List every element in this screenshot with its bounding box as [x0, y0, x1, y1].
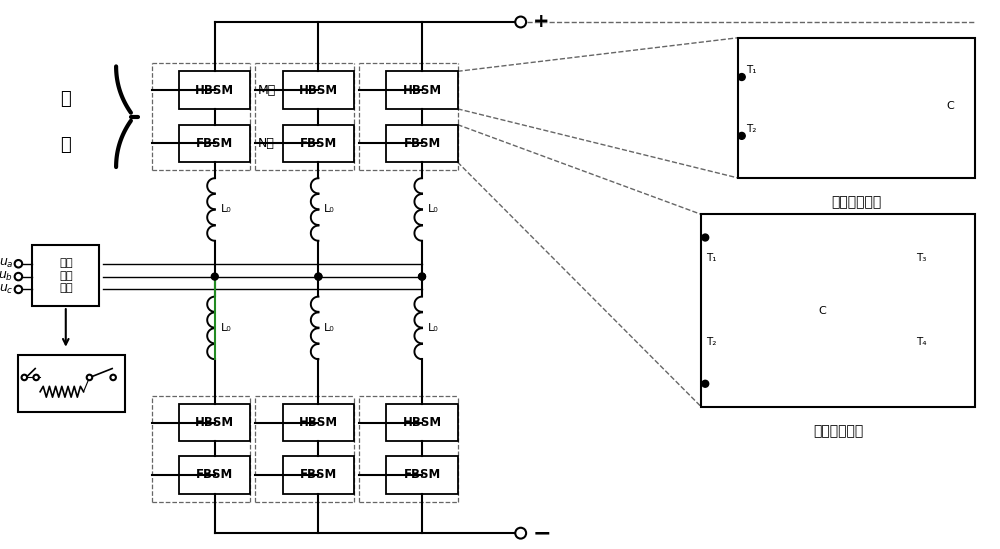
Polygon shape — [769, 346, 775, 352]
Bar — [386, 125, 458, 162]
Circle shape — [702, 380, 709, 387]
Circle shape — [419, 273, 425, 280]
Circle shape — [15, 273, 22, 281]
Circle shape — [33, 374, 39, 380]
Text: HBSM: HBSM — [195, 416, 234, 429]
Circle shape — [738, 74, 745, 81]
Polygon shape — [899, 263, 904, 266]
Text: M个: M个 — [258, 83, 276, 97]
Bar — [179, 71, 250, 109]
Text: HBSM: HBSM — [299, 83, 338, 97]
Text: $u_c$: $u_c$ — [0, 283, 13, 296]
Text: FBSM: FBSM — [196, 468, 233, 481]
Bar — [738, 38, 975, 178]
Text: 全桥式子模块: 全桥式子模块 — [813, 424, 863, 439]
Text: $u_b$: $u_b$ — [0, 270, 13, 283]
Polygon shape — [833, 134, 837, 138]
Circle shape — [15, 260, 22, 267]
Bar — [283, 404, 354, 441]
Text: T₄: T₄ — [916, 337, 927, 347]
Text: FBSM: FBSM — [300, 137, 337, 150]
Text: 半桥式子模块: 半桥式子模块 — [831, 195, 881, 210]
Polygon shape — [769, 262, 775, 267]
Circle shape — [702, 234, 709, 241]
Text: +: + — [533, 13, 549, 31]
Polygon shape — [840, 74, 846, 80]
Polygon shape — [762, 263, 767, 266]
Text: C: C — [947, 101, 955, 111]
Text: L₀: L₀ — [324, 204, 335, 215]
Circle shape — [515, 16, 526, 27]
Polygon shape — [840, 133, 846, 139]
Text: 桥: 桥 — [60, 90, 71, 108]
Circle shape — [315, 273, 322, 280]
Polygon shape — [762, 348, 767, 351]
Circle shape — [87, 374, 92, 380]
Text: C: C — [818, 306, 826, 316]
Text: L₀: L₀ — [221, 204, 231, 215]
Text: T₂: T₂ — [746, 124, 756, 134]
Text: N个: N个 — [258, 137, 275, 150]
Text: T₁: T₁ — [706, 253, 717, 262]
Circle shape — [515, 528, 526, 539]
Bar — [386, 71, 458, 109]
Text: HBSM: HBSM — [402, 416, 442, 429]
Text: 软启
电阔
单元: 软启 电阔 单元 — [59, 258, 73, 293]
Bar — [18, 355, 125, 412]
Text: FBSM: FBSM — [196, 137, 233, 150]
Bar — [283, 456, 354, 494]
Text: L₀: L₀ — [324, 323, 335, 333]
Bar — [386, 404, 458, 441]
Text: L₀: L₀ — [428, 204, 439, 215]
Text: HBSM: HBSM — [402, 83, 442, 97]
Text: T₁: T₁ — [746, 65, 756, 75]
Bar — [283, 71, 354, 109]
Bar — [283, 125, 354, 162]
Bar — [179, 404, 250, 441]
Bar — [386, 456, 458, 494]
Polygon shape — [906, 346, 911, 352]
Text: 臂: 臂 — [60, 136, 71, 154]
Bar — [701, 215, 975, 407]
Text: L₀: L₀ — [221, 323, 231, 333]
Circle shape — [738, 132, 745, 139]
Polygon shape — [906, 262, 911, 267]
Text: HBSM: HBSM — [195, 83, 234, 97]
Circle shape — [15, 285, 22, 293]
Text: L₀: L₀ — [428, 323, 439, 333]
Circle shape — [419, 273, 425, 280]
Circle shape — [315, 273, 322, 280]
Text: $u_a$: $u_a$ — [0, 257, 13, 270]
Text: −: − — [533, 523, 551, 543]
Text: FBSM: FBSM — [403, 137, 441, 150]
Circle shape — [211, 273, 218, 280]
Circle shape — [22, 374, 27, 380]
Text: HBSM: HBSM — [299, 416, 338, 429]
Circle shape — [110, 374, 116, 380]
Polygon shape — [833, 75, 837, 79]
Bar — [179, 456, 250, 494]
Bar — [32, 245, 99, 306]
Text: T₃: T₃ — [916, 253, 927, 262]
Polygon shape — [899, 348, 904, 351]
Bar — [179, 125, 250, 162]
Text: FBSM: FBSM — [300, 468, 337, 481]
Text: FBSM: FBSM — [403, 468, 441, 481]
Text: T₂: T₂ — [706, 337, 717, 347]
